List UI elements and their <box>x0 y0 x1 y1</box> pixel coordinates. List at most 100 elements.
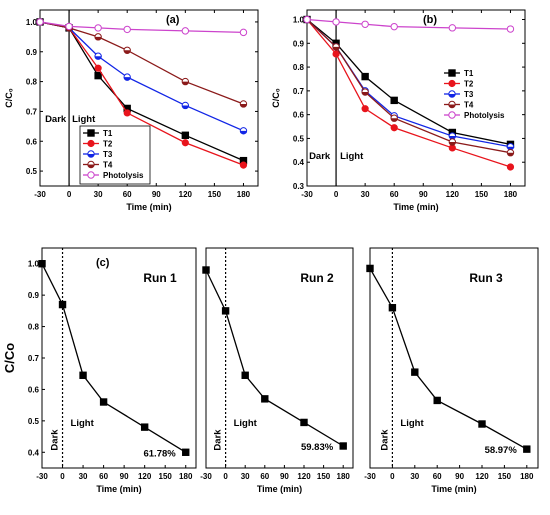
legend-label: T3 <box>103 150 113 159</box>
data-point <box>390 96 398 105</box>
series-photolysis <box>36 18 248 37</box>
y-tick-label: 0.4 <box>28 448 40 457</box>
data-point <box>36 18 44 26</box>
data-point <box>181 77 190 86</box>
annotation-dark: Dark <box>379 429 390 451</box>
annotation-light: Light <box>72 114 96 125</box>
x-tick-label: -30 <box>36 472 48 481</box>
data-point <box>79 371 87 379</box>
marker-fill <box>391 118 398 122</box>
marker-fill <box>448 94 456 98</box>
data-point <box>123 73 131 81</box>
chart-title: Run 1 <box>143 271 177 285</box>
annotation-light: Light <box>400 418 424 429</box>
marker-fill <box>94 36 102 41</box>
annotation-light: Light <box>71 418 95 429</box>
legend-marker <box>448 69 456 77</box>
marker-fill <box>94 56 102 60</box>
y-tick-label: 0.7 <box>293 87 305 96</box>
data-point <box>94 24 102 32</box>
data-point <box>123 25 131 34</box>
data-point <box>181 101 190 110</box>
x-tick-label: 30 <box>79 472 88 481</box>
x-axis-label: Time (min) <box>96 484 141 494</box>
chart-c1: -30 0 30 60 90 120 150 180 0.4 0.5 0.6 0.7 0.8 0.9 1.0… <box>2 247 197 494</box>
data-point <box>94 71 102 80</box>
data-point <box>433 396 441 405</box>
legend-label: Photolysis <box>464 111 505 120</box>
x-tick-label: 0 <box>67 190 72 199</box>
annotation-light: Light <box>234 418 258 429</box>
data-point <box>123 109 131 117</box>
y-tick-label: 0.8 <box>28 323 40 332</box>
chart-a: -30 0 30 60 90 120 150 180 0.5 0.6 0.7 0.8 0.9 1.0 Tim… <box>4 9 259 212</box>
x-axis-label: Time (min) <box>431 484 476 494</box>
data-point <box>448 144 456 152</box>
series-run <box>366 264 531 453</box>
legend-marker <box>87 129 95 137</box>
x-tick-label: 180 <box>337 472 351 481</box>
x-tick-label: 90 <box>120 472 129 481</box>
legend-marker <box>448 111 456 119</box>
x-tick-label: 150 <box>317 472 331 481</box>
series-line <box>205 269 344 447</box>
data-point <box>332 43 340 51</box>
chart-b: -30 0 30 60 90 120 150 180 0.3 0.4 0.5 0.6 0.7 0.8 0.9… <box>271 9 526 212</box>
data-point <box>448 138 457 146</box>
marker-fill <box>507 152 514 156</box>
data-point <box>65 22 73 31</box>
y-axis-label: C/C₀ <box>271 88 281 108</box>
panel-label: (a) <box>166 14 180 26</box>
marker-fill <box>240 130 247 135</box>
x-tick-label: -30 <box>301 190 313 199</box>
x-tick-label: 0 <box>334 190 339 199</box>
y-tick-label: 1.0 <box>293 16 305 25</box>
data-point <box>239 127 248 135</box>
x-tick-label: 120 <box>475 472 489 481</box>
data-point <box>361 72 369 81</box>
data-point <box>506 143 515 151</box>
data-point <box>239 161 248 169</box>
data-point <box>221 307 230 315</box>
data-point <box>241 371 249 379</box>
x-tick-label: 90 <box>280 472 289 481</box>
legend-label: T4 <box>103 161 113 170</box>
y-tick-label: 0.6 <box>26 137 38 146</box>
x-axis-label: Time (min) <box>393 202 438 212</box>
chart-c3: -30 0 30 60 90 120 150 180 Time (min) Dark Light Ru… <box>364 247 539 494</box>
annotation-dark: Dark <box>213 429 224 451</box>
data-point <box>390 114 398 122</box>
legend-marker <box>87 139 95 148</box>
series-line <box>41 263 187 453</box>
y-tick-label: 0.3 <box>293 182 305 191</box>
legend-label: T2 <box>464 80 474 89</box>
data-point <box>99 398 108 406</box>
y-tick-label: 0.8 <box>293 63 305 72</box>
data-point <box>332 50 340 58</box>
marker-fill <box>87 154 95 158</box>
x-tick-label: 30 <box>94 190 103 199</box>
series-t3 <box>36 18 248 135</box>
series-t4 <box>303 15 515 157</box>
x-tick-label: -30 <box>364 472 376 481</box>
x-tick-label: 180 <box>520 472 534 481</box>
data-point <box>523 445 531 453</box>
data-point <box>182 448 190 456</box>
legend-item: T2 <box>444 80 474 89</box>
x-tick-label: 30 <box>410 472 419 481</box>
x-tick-label: 60 <box>123 190 132 199</box>
data-point <box>448 24 457 32</box>
data-point <box>239 100 248 108</box>
data-point <box>361 105 369 113</box>
y-tick-label: 0.8 <box>26 78 38 87</box>
y-tick-label: 0.9 <box>28 291 40 300</box>
legend-marker <box>87 171 95 179</box>
marker-fill <box>87 164 95 168</box>
data-point <box>506 149 515 157</box>
x-tick-label: 120 <box>446 190 460 199</box>
plot-frame <box>39 9 259 187</box>
x-tick-label: 90 <box>152 190 161 199</box>
annotation-dark: Dark <box>50 429 61 451</box>
x-tick-label: 90 <box>455 472 464 481</box>
